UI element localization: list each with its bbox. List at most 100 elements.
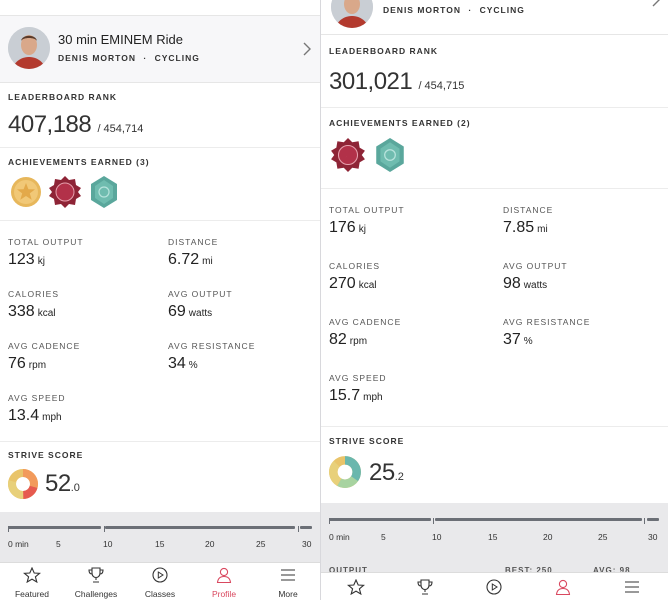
stat-total-output: TOTAL OUTPUT 123 kj [8,237,84,269]
stat-label: AVG CADENCE [329,317,402,327]
tab-challenges[interactable]: Challenges [64,567,128,599]
timeline-section[interactable]: 0 min 5 10 15 20 25 30 [0,512,320,562]
stat-label: AVG SPEED [8,393,66,403]
ride-header[interactable]: DENIS MORTON · CYCLING [321,0,668,35]
timeline-label: 20 [543,532,553,542]
stat-value: 37 [503,331,521,348]
red-compass-badge-icon[interactable] [330,137,366,173]
teal-hex-badge-icon[interactable] [375,137,405,173]
menu-icon [281,569,295,581]
rank-value: 301,021 [329,68,413,95]
teal-hex-badge-icon[interactable] [90,175,118,209]
timeline-tick [433,518,434,524]
stat-unit: watts [523,280,548,291]
output-avg-label: AVG: 98 [593,566,631,575]
tab-label: Profile [211,589,237,599]
tab-featured[interactable] [321,578,390,600]
tab-label: Challenges [74,589,118,599]
gold-star-badge-icon[interactable] [10,176,42,208]
person-icon [216,567,232,584]
rank-value: 407,188 [8,111,92,138]
trophy-icon [88,567,104,583]
timeline-segment [300,526,312,529]
stat-value: 82 [329,331,347,348]
stat-value: 98 [503,275,521,292]
strive-score: 52.0 [45,470,80,498]
timeline-tick [298,526,299,532]
trophy-icon [416,579,433,595]
stat-distance: DISTANCE 7.85 mi [503,205,553,237]
stats-section: TOTAL OUTPUT 123 kj DISTANCE 6.72 mi CALOR… [0,221,320,442]
stat-avg-resistance: AVG RESISTANCE 34% [168,341,255,373]
tab-bar [321,572,668,600]
stat-value: 123 [8,251,35,268]
stat-value: 76 [8,355,26,372]
stat-label: CALORIES [329,261,380,271]
timeline-segment [8,526,101,529]
timeline-tick [329,518,330,524]
stat-avg-speed: AVG SPEED 15.7 mph [329,373,387,405]
stat-unit: kcal [358,280,377,291]
tab-profile[interactable] [528,579,597,600]
menu-icon [624,581,639,593]
stat-label: AVG OUTPUT [168,289,233,299]
strive-label: STRIVE SCORE [8,450,84,460]
timeline-label: 30 [648,532,658,542]
tab-more[interactable] [597,579,666,600]
stat-unit: kj [37,256,45,267]
stat-label: CALORIES [8,289,59,299]
strive-section: STRIVE SCORE 25.2 [321,427,668,503]
tab-challenges[interactable] [390,579,459,600]
separator-dot: · [143,53,148,63]
ride-header[interactable]: 30 min EMINEM Ride DENIS MORTON · CYCLIN… [0,16,320,83]
timeline-label: 0 min [329,532,350,542]
stat-value: 270 [329,275,356,292]
timeline-section[interactable]: 0 min 5 10 15 20 25 30 OUTPUT BEST: 250 … [321,503,668,575]
leaderboard-section: LEADERBOARD RANK 301,021 / 454,715 [321,35,668,108]
output-graph-label: OUTPUT [329,566,368,575]
stat-value: 13.4 [8,407,40,424]
stat-avg-speed: AVG SPEED 13.4 mph [8,393,66,425]
tab-classes[interactable] [459,579,528,600]
stat-unit: kcal [37,308,56,319]
tab-profile[interactable]: Profile [192,567,256,599]
star-icon [22,566,42,584]
stat-unit: mi [202,256,213,267]
tab-featured[interactable]: Featured [0,566,64,599]
timeline-label: 25 [598,532,608,542]
ride-title: 30 min EMINEM Ride [58,32,183,47]
stat-avg-cadence: AVG CADENCE 82 rpm [329,317,401,349]
tab-classes[interactable]: Classes [128,567,192,599]
timeline-label: 10 [103,539,113,549]
status-strip [0,0,320,16]
stat-unit: kj [358,224,366,235]
strive-section: STRIVE SCORE 52.0 [0,442,320,512]
stat-label: AVG RESISTANCE [503,317,591,327]
stat-unit: mi [537,224,548,235]
timeline-label: 15 [488,532,498,542]
stat-label: AVG CADENCE [8,341,81,351]
timeline-segment [647,518,659,521]
leaderboard-label: LEADERBOARD RANK [329,46,439,56]
ride-category: CYCLING [154,53,200,63]
rank-total: / 454,714 [97,123,144,135]
separator-dot: · [468,5,473,15]
stat-label: AVG OUTPUT [503,261,568,271]
tab-more[interactable]: More [256,567,320,599]
stat-value: 176 [329,219,356,236]
stat-label: TOTAL OUTPUT [8,237,84,247]
output-best-label: BEST: 250 [505,566,553,575]
ride-category: CYCLING [479,5,525,15]
achievements-section: ACHIEVEMENTS EARNED (3) [0,148,320,221]
achievements-section: ACHIEVEMENTS EARNED (2) [321,108,668,189]
chevron-right-icon[interactable] [302,42,312,56]
stat-label: AVG SPEED [329,373,387,383]
stat-value: 34 [168,355,186,372]
instructor-avatar [331,0,373,28]
stat-label: TOTAL OUTPUT [329,205,405,215]
red-compass-badge-icon[interactable] [48,175,82,209]
timeline-label: 5 [56,539,61,549]
chevron-right-icon[interactable] [651,0,661,8]
strive-label: STRIVE SCORE [329,436,405,446]
stats-section: TOTAL OUTPUT 176 kj DISTANCE 7.85 mi CALOR… [321,189,668,427]
